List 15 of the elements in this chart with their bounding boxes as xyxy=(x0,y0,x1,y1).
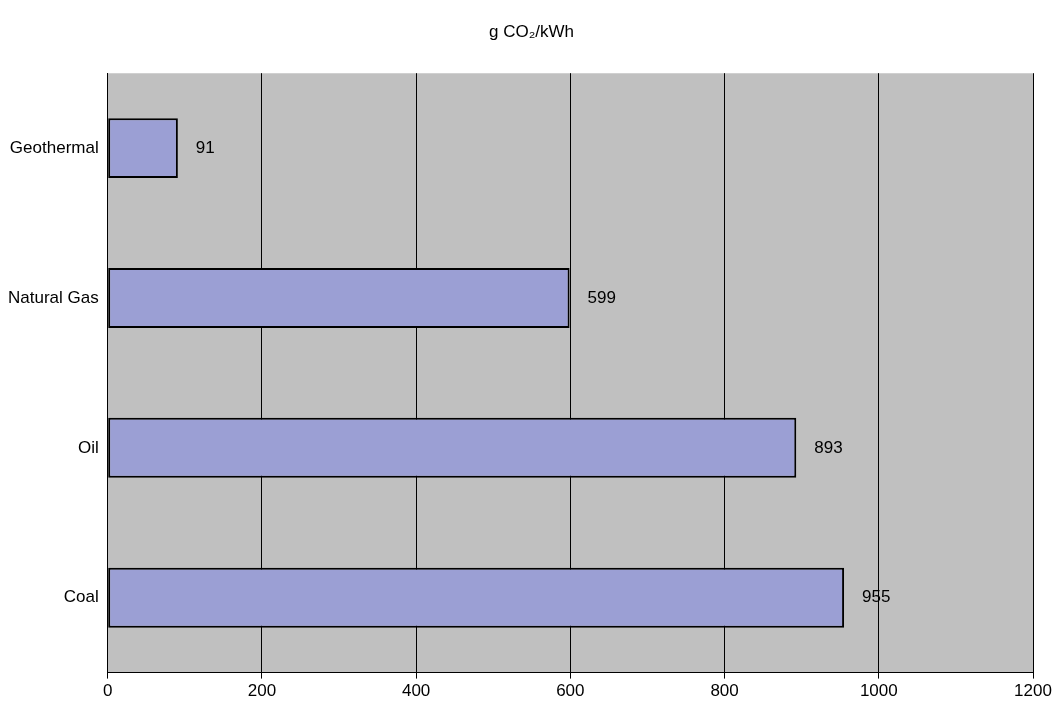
data-label: 893 xyxy=(814,437,843,457)
y-tick-label: Geothermal xyxy=(9,137,99,157)
y-tick-label: Natural Gas xyxy=(8,287,99,307)
x-tick-label: 400 xyxy=(401,681,431,701)
x-tick-label: 600 xyxy=(556,681,585,701)
data-label: 91 xyxy=(195,137,215,157)
y-tick-label: Coal xyxy=(63,587,99,607)
x-tick-label: 200 xyxy=(247,681,277,701)
chart-title: g CO₂/kWh xyxy=(488,22,575,42)
data-label: 599 xyxy=(587,287,616,307)
x-tick-label: 1200 xyxy=(1014,681,1052,701)
x-tick-label: 1000 xyxy=(859,681,898,701)
y-tick-label: Oil xyxy=(77,437,99,457)
x-tick-label: 800 xyxy=(710,681,739,701)
x-tick-label: 0 xyxy=(102,681,113,701)
